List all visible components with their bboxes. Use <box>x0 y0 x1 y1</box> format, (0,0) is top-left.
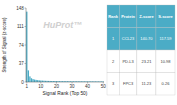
bars <box>26 12 104 82</box>
y-tick-label: 74 <box>19 43 25 48</box>
bar <box>34 80 35 82</box>
table-cell <box>137 5 156 28</box>
table-cell-text: 1 <box>112 36 115 41</box>
y-tick <box>25 63 27 64</box>
table-cell <box>107 50 119 73</box>
y-tick-label: 0 <box>21 80 24 85</box>
table-cell-text: PD-L3 <box>122 59 134 64</box>
table-cell <box>137 73 156 96</box>
table-header: Protein <box>121 14 135 19</box>
table-cell <box>119 73 137 96</box>
table-cell <box>137 28 156 51</box>
x-tick-label: 50 <box>101 84 107 89</box>
x-tick-label: 10 <box>38 84 44 89</box>
y-tick <box>25 26 27 27</box>
table-cell-text: CCL23 <box>122 36 135 41</box>
table-cell-text: FPC3 <box>123 81 134 86</box>
table-cell <box>137 50 156 73</box>
table-cell-text: 140.70 <box>140 36 153 41</box>
x-tick-label: 1 <box>26 84 29 89</box>
table-cell <box>119 28 137 51</box>
table-cell <box>119 5 137 28</box>
table-cell <box>156 73 175 96</box>
y-axis-label: Strength of Signal (z-score) <box>2 17 7 72</box>
bar <box>37 80 38 82</box>
table-cell-text: 11.23 <box>142 81 152 86</box>
table-cell <box>107 5 119 28</box>
table-cell <box>107 28 119 51</box>
x-tick-label: 40 <box>85 84 91 89</box>
y-tick-label: 37 <box>19 61 25 66</box>
table-cell-text: 117.59 <box>160 36 173 41</box>
x-tick-label: 20 <box>54 84 60 89</box>
title: HuProt™ <box>43 20 82 30</box>
table-header: S-score <box>158 14 173 19</box>
bar <box>35 80 36 82</box>
table-cell <box>107 73 119 96</box>
y-tick <box>25 45 27 46</box>
y-tick <box>25 8 27 9</box>
bar <box>26 12 27 82</box>
table-cell-text: 3 <box>112 81 115 86</box>
table-cell-text: 0.26 <box>162 81 171 86</box>
table-cell <box>119 50 137 73</box>
table-cell-text: 23.21 <box>141 59 152 64</box>
table-cell <box>156 28 175 51</box>
x-axis-label: Signal Rank (Top 50) <box>43 91 88 96</box>
table-cell-text: 2 <box>112 59 115 64</box>
bar <box>28 70 29 82</box>
y-tick <box>25 82 27 83</box>
chart: 0 37 74 111 148 1 10 20 30 40 50 Signal Rank (Top 5… <box>0 0 177 105</box>
bar <box>31 78 32 82</box>
x-tick-label: 30 <box>70 84 76 89</box>
x-axis <box>26 82 104 83</box>
table: RankProtein Z-score S-score 1 CCL23 140.70 117… <box>107 5 175 95</box>
table-cell <box>156 50 175 73</box>
y-tick-label: 148 <box>16 6 24 11</box>
table-cell-text: 10.98 <box>160 59 171 64</box>
y-tick-label: 111 <box>17 24 24 29</box>
y-axis <box>26 8 27 82</box>
table-cell <box>156 5 175 28</box>
table-header: Z-score <box>139 14 154 19</box>
bar <box>32 79 33 82</box>
table-header: Rank <box>108 14 119 19</box>
bar <box>29 76 30 82</box>
